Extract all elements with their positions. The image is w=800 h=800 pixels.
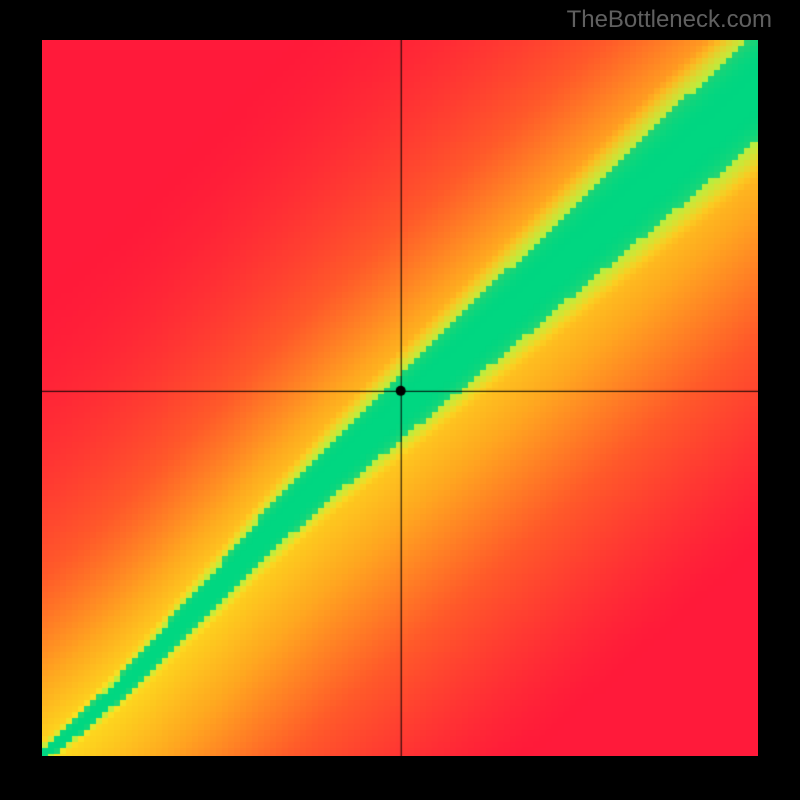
chart-container: TheBottleneck.com — [0, 0, 800, 800]
plot-area — [42, 40, 758, 756]
watermark-text: TheBottleneck.com — [567, 6, 772, 34]
heatmap-canvas — [42, 40, 758, 756]
